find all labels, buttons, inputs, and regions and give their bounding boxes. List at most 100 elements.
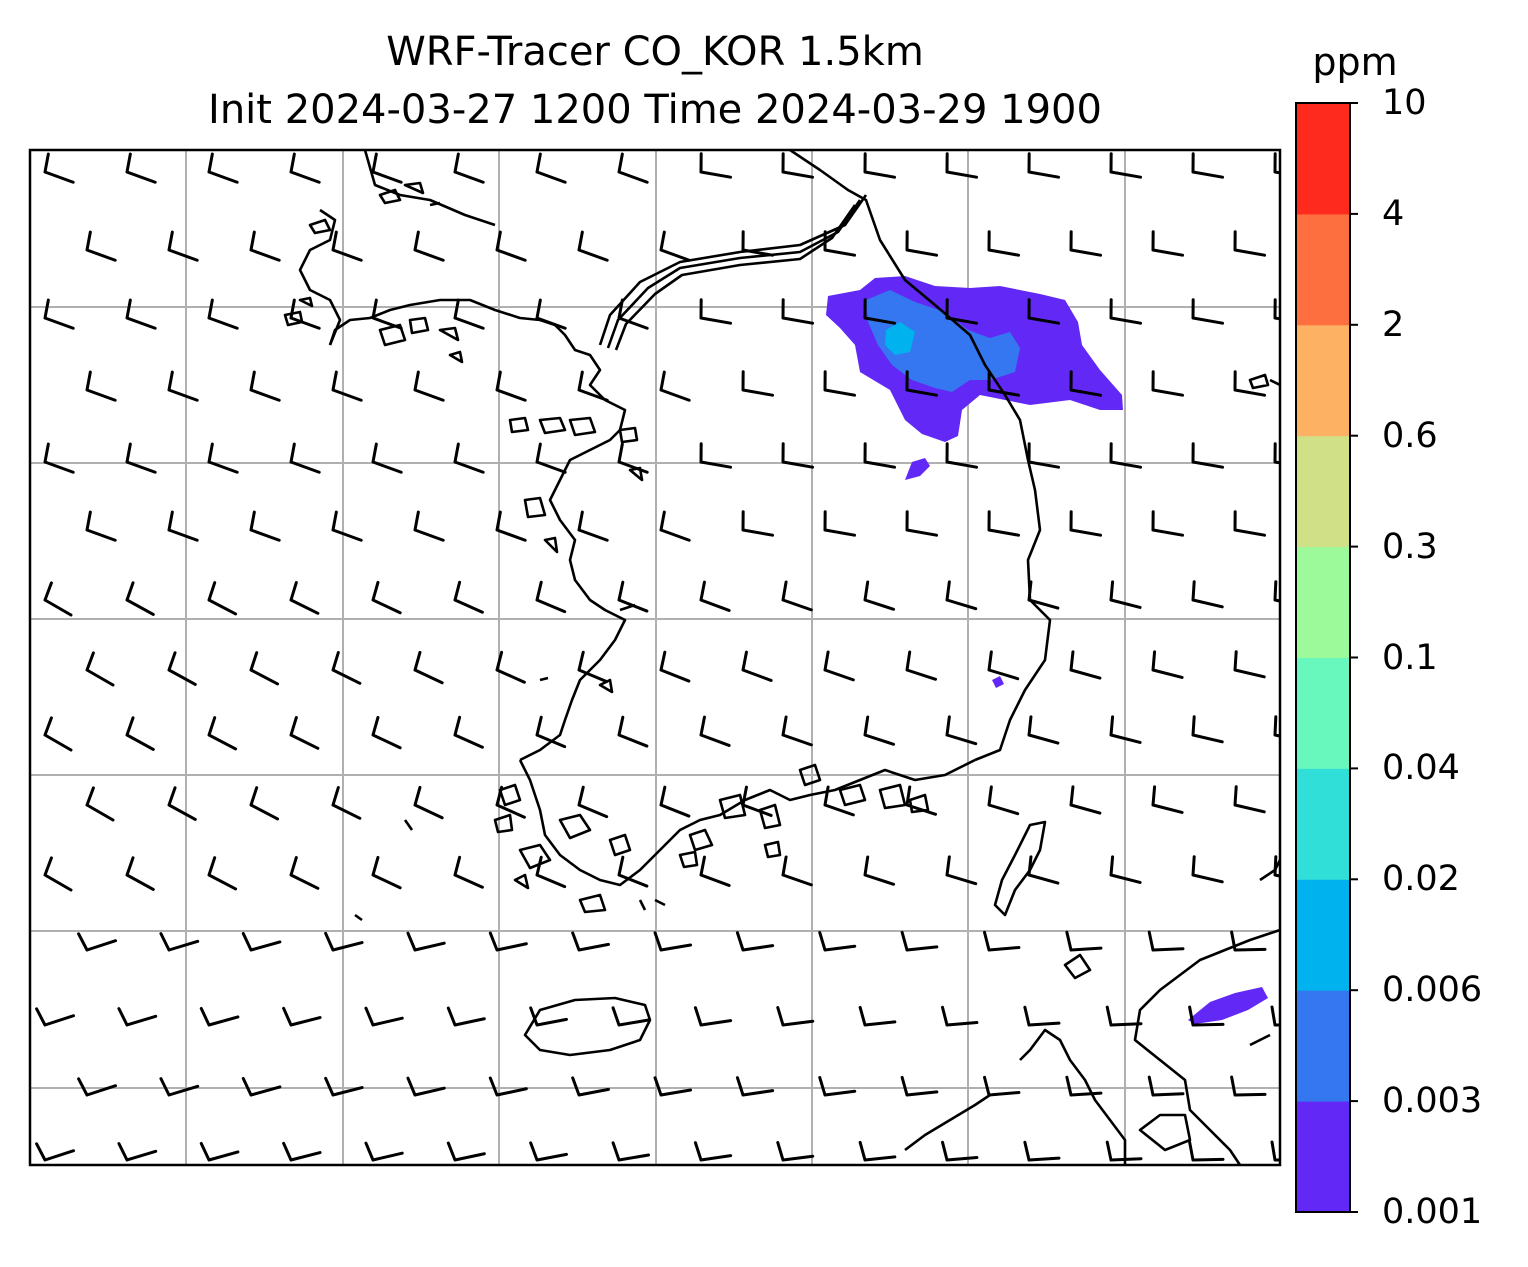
colorbar-tick-label: 0.3 — [1382, 526, 1438, 567]
wind-barb — [371, 580, 402, 615]
wind-barb — [987, 650, 1020, 681]
wind-barb — [453, 580, 484, 614]
wind-barb — [495, 510, 527, 542]
wind-barb — [85, 786, 115, 822]
wind-barb — [453, 855, 484, 889]
river-border-line-3 — [614, 204, 857, 351]
wind-barb — [741, 650, 773, 682]
wind-barb — [117, 1007, 158, 1027]
wind-barb — [1191, 580, 1224, 609]
wind-barb — [364, 1141, 404, 1162]
wind-barb — [495, 370, 527, 402]
tracer-plume-northeast-inner — [885, 322, 915, 355]
colorbar-segment — [1296, 1101, 1350, 1213]
wind-barb — [1109, 580, 1142, 609]
colorbar-segment — [1296, 990, 1350, 1102]
wind-barb — [249, 651, 280, 686]
wind-barb — [35, 1007, 76, 1027]
wind-barb — [987, 370, 1021, 397]
wind-barb — [905, 370, 939, 397]
north-shore-islands — [308, 181, 441, 235]
wind-barb — [495, 230, 527, 262]
wind-barb — [446, 1141, 486, 1162]
wind-barb — [289, 298, 321, 330]
japan-coast-2 — [1019, 1028, 1127, 1165]
wind-barb — [1188, 1140, 1225, 1162]
colorbar-segment — [1296, 768, 1350, 880]
wind-barb — [289, 152, 321, 184]
wind-barb — [535, 152, 567, 184]
wind-barb — [617, 855, 649, 888]
wind-barb — [987, 785, 1020, 816]
wind-barb — [983, 1075, 1021, 1097]
wind-barb — [1027, 152, 1061, 179]
wind-barb — [741, 785, 773, 817]
wind-barb — [495, 650, 526, 684]
wind-barb — [324, 931, 364, 952]
south-coast — [518, 758, 976, 887]
korean-south-islands — [678, 763, 930, 869]
wind-barb — [858, 1005, 897, 1027]
wind-barb — [987, 230, 1021, 257]
wind-barb — [529, 1141, 568, 1162]
wind-barb — [529, 1006, 568, 1027]
tracer-plumes — [826, 276, 1268, 1024]
wind-barb — [781, 715, 813, 747]
colorbar-tick-label: 0.001 — [1382, 1192, 1483, 1232]
wind-barb — [741, 370, 775, 397]
wind-barb — [818, 1076, 857, 1097]
wind-barb — [699, 152, 733, 179]
wind-barb — [35, 1142, 76, 1162]
north-korea-east-coast — [789, 150, 1052, 762]
yellow-sea-north-coast — [328, 298, 556, 346]
colorbar-tick-label: 10 — [1382, 83, 1427, 123]
wind-barb — [413, 785, 444, 820]
china-korea-border — [363, 150, 496, 227]
wind-barb — [659, 785, 691, 818]
wind-barb — [1233, 510, 1267, 537]
wind-barb — [413, 370, 445, 402]
wind-barb — [207, 856, 238, 891]
wind-barb — [571, 931, 610, 952]
colorbar-tick-label: 0.04 — [1382, 748, 1460, 789]
wind-barb — [571, 1076, 610, 1097]
wind-barb — [43, 298, 75, 330]
wind-barb — [535, 580, 567, 614]
colorbar-tick-label: 2 — [1382, 304, 1405, 345]
wind-barb — [1105, 1005, 1143, 1027]
wind-barb — [241, 931, 282, 952]
wind-barb — [249, 370, 281, 402]
wind-barb — [125, 442, 157, 474]
wind-barbs — [35, 152, 1280, 1162]
wind-barb — [364, 1006, 404, 1027]
wind-barb — [741, 230, 775, 257]
wind-barb — [776, 1006, 815, 1027]
wind-barb — [453, 152, 485, 184]
wind-barb — [1027, 580, 1060, 610]
wind-barb — [1188, 1005, 1225, 1027]
wind-barb — [1270, 1005, 1280, 1027]
wind-barb — [371, 152, 403, 184]
wind-barb — [617, 715, 649, 748]
wind-barb — [324, 1076, 364, 1097]
wind-barb — [659, 370, 691, 402]
wind-barb — [1230, 930, 1267, 952]
wind-barb — [249, 510, 281, 542]
wind-barb — [159, 1077, 200, 1097]
wind-barb — [1109, 152, 1143, 179]
wind-barb — [735, 931, 775, 952]
coastlines — [283, 150, 1280, 1165]
wind-barb — [495, 785, 526, 819]
wind-barb — [617, 152, 649, 184]
wind-barb — [535, 855, 567, 889]
wind-barb — [1109, 715, 1142, 744]
wind-barb — [331, 510, 363, 542]
colorbar-segment — [1296, 213, 1350, 326]
wind-barb — [781, 580, 813, 612]
wind-barb — [43, 152, 75, 184]
wind-barb — [241, 1076, 282, 1097]
wind-barb — [781, 152, 815, 179]
wind-barb — [535, 442, 567, 474]
wind-barb — [125, 152, 157, 184]
wind-barb — [900, 1075, 939, 1097]
